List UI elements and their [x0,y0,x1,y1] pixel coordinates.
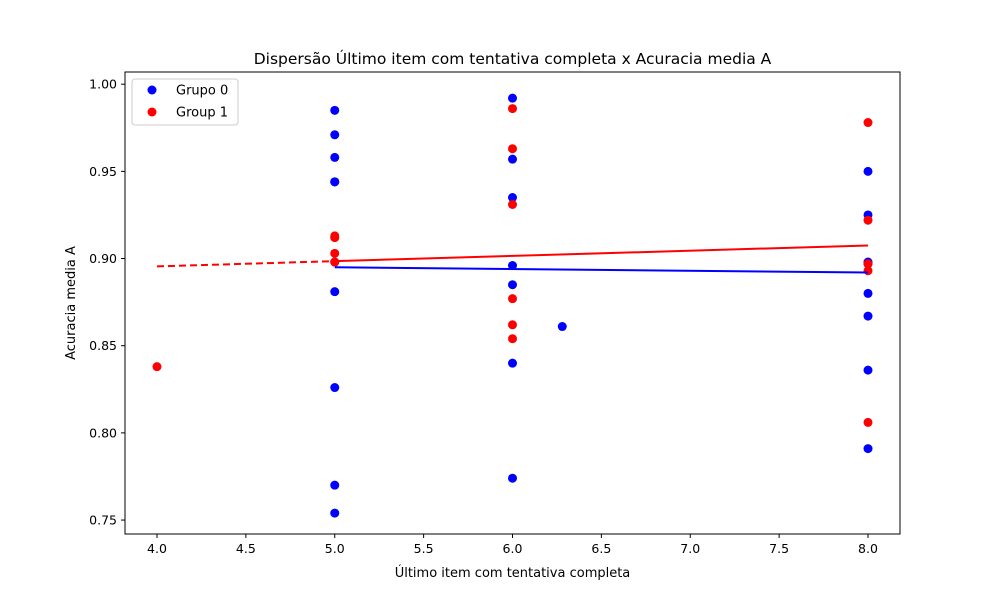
data-point [863,266,873,276]
data-point [863,259,873,269]
data-point [508,199,517,209]
y-tick-label: 0.75 [89,513,117,528]
x-tick-label: 5.0 [325,541,345,556]
data-point [863,417,873,427]
data-point [508,154,517,164]
legend-label: Grupo 0 [176,84,228,99]
data-point [508,358,517,368]
x-axis: 4.0 4.5 5.0 5.5 6.0 6.5 7.0 7.5 8.0 [147,534,878,556]
data-point [330,287,340,297]
x-tick-label: 5.5 [414,541,434,556]
data-point [508,473,517,483]
data-point [508,320,517,330]
y-tick-label: 0.80 [89,425,117,440]
data-point [330,177,340,187]
x-tick-label: 4.0 [147,541,167,556]
data-point [863,166,873,176]
x-tick-label: 7.0 [680,541,700,556]
data-point [863,288,873,298]
data-point [330,248,340,258]
x-tick-label: 4.5 [236,541,256,556]
data-point [863,444,873,454]
data-point [152,362,162,372]
data-point [330,105,340,115]
legend-frame [131,78,239,126]
plot-area [152,93,873,518]
legend-marker [147,85,157,95]
chart-title: Dispersão Último item com tentativa comp… [254,49,772,68]
y-tick-label: 0.95 [89,164,117,179]
legend-marker [147,107,157,117]
data-point [508,261,517,271]
series-1-trend-line [334,244,869,263]
data-point [508,280,517,290]
data-point [330,233,340,243]
y-tick-label: 0.90 [89,251,117,266]
x-tick-label: 7.5 [769,541,789,556]
y-axis-label: Acuracia media A [64,246,79,360]
data-point [330,508,340,518]
y-tick-label: 1.00 [89,77,117,92]
data-point [508,193,517,203]
series-0-trend-line [334,266,869,274]
data-point [557,322,567,332]
data-point [508,294,517,304]
data-point [863,365,873,375]
x-tick-label: 6.0 [503,541,523,556]
legend-label: Group 1 [176,106,228,121]
data-point [508,334,517,344]
series-1-points [152,104,873,427]
x-axis-label: Último item com tentativa completa [395,565,631,581]
data-point [863,311,873,321]
data-point [863,118,873,128]
y-axis: 0.75 0.80 0.85 0.90 0.95 1.00 [89,77,125,528]
data-point [508,93,517,103]
data-point [508,104,517,114]
data-point [863,215,873,225]
data-point [508,144,517,154]
x-tick-label: 6.5 [591,541,611,556]
series-1-trend-line-dashed [156,260,335,268]
data-point [330,383,340,393]
data-point [330,130,340,140]
y-tick-label: 0.85 [89,338,117,353]
data-point [330,152,340,162]
x-tick-label: 8.0 [858,541,878,556]
legend: Grupo 0 Group 1 [131,78,239,126]
data-point [330,480,340,490]
